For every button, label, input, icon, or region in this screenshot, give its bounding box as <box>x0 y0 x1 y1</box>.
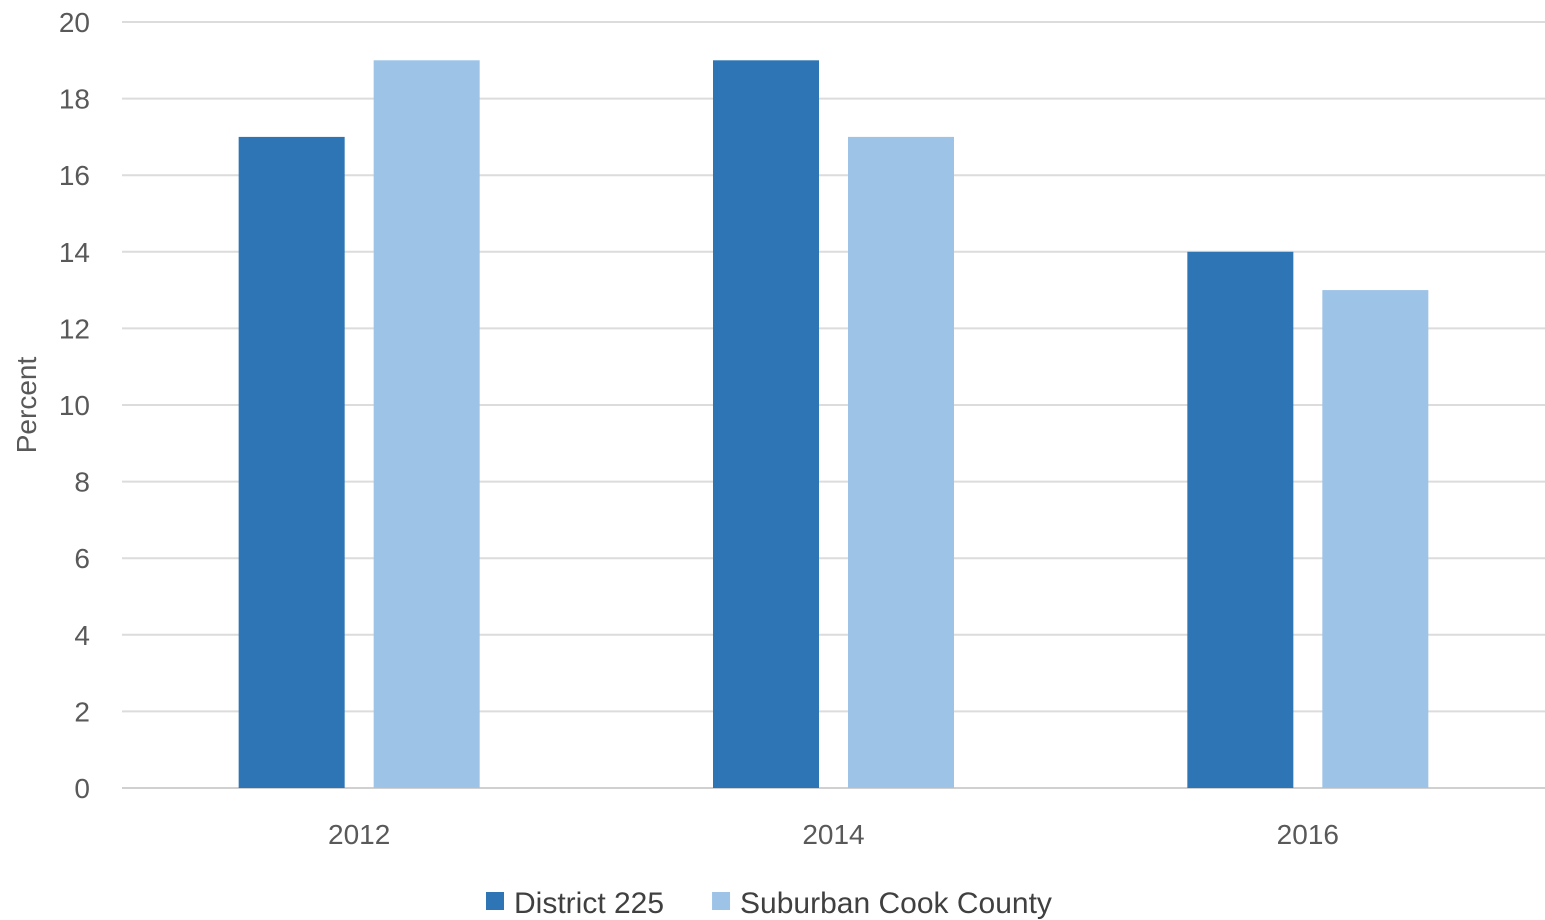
y-tick-label: 6 <box>74 543 90 574</box>
x-tick-label: 2014 <box>802 819 864 850</box>
y-axis-ticks: 0 2 4 6 8 10 12 14 16 18 20 <box>59 7 90 804</box>
y-tick-label: 12 <box>59 313 90 344</box>
y-tick-label: 16 <box>59 160 90 191</box>
x-tick-label: 2012 <box>328 819 390 850</box>
y-tick-label: 20 <box>59 7 90 38</box>
y-tick-label: 10 <box>59 390 90 421</box>
bars <box>238 60 1429 789</box>
y-axis-label: Percent <box>11 357 42 454</box>
bar <box>848 136 954 788</box>
x-tick-label: 2016 <box>1277 819 1339 850</box>
y-tick-label: 4 <box>74 620 90 651</box>
legend-swatch <box>712 892 731 910</box>
y-tick-label: 2 <box>74 696 90 727</box>
bar <box>1187 251 1294 789</box>
bar <box>1322 290 1429 788</box>
y-tick-label: 18 <box>59 84 90 115</box>
legend: District 225 Suburban Cook County <box>486 887 1052 920</box>
y-tick-label: 0 <box>74 773 90 804</box>
bar <box>238 136 345 788</box>
legend-label: Suburban Cook County <box>740 887 1052 920</box>
y-tick-label: 14 <box>59 237 90 268</box>
bar <box>373 60 480 789</box>
legend-label: District 225 <box>514 887 664 920</box>
legend-swatch <box>486 892 504 910</box>
y-tick-label: 8 <box>74 467 90 498</box>
gridlines <box>122 21 1545 789</box>
x-axis-ticks: 2012 2014 2016 <box>328 819 1339 850</box>
bar <box>713 60 819 789</box>
